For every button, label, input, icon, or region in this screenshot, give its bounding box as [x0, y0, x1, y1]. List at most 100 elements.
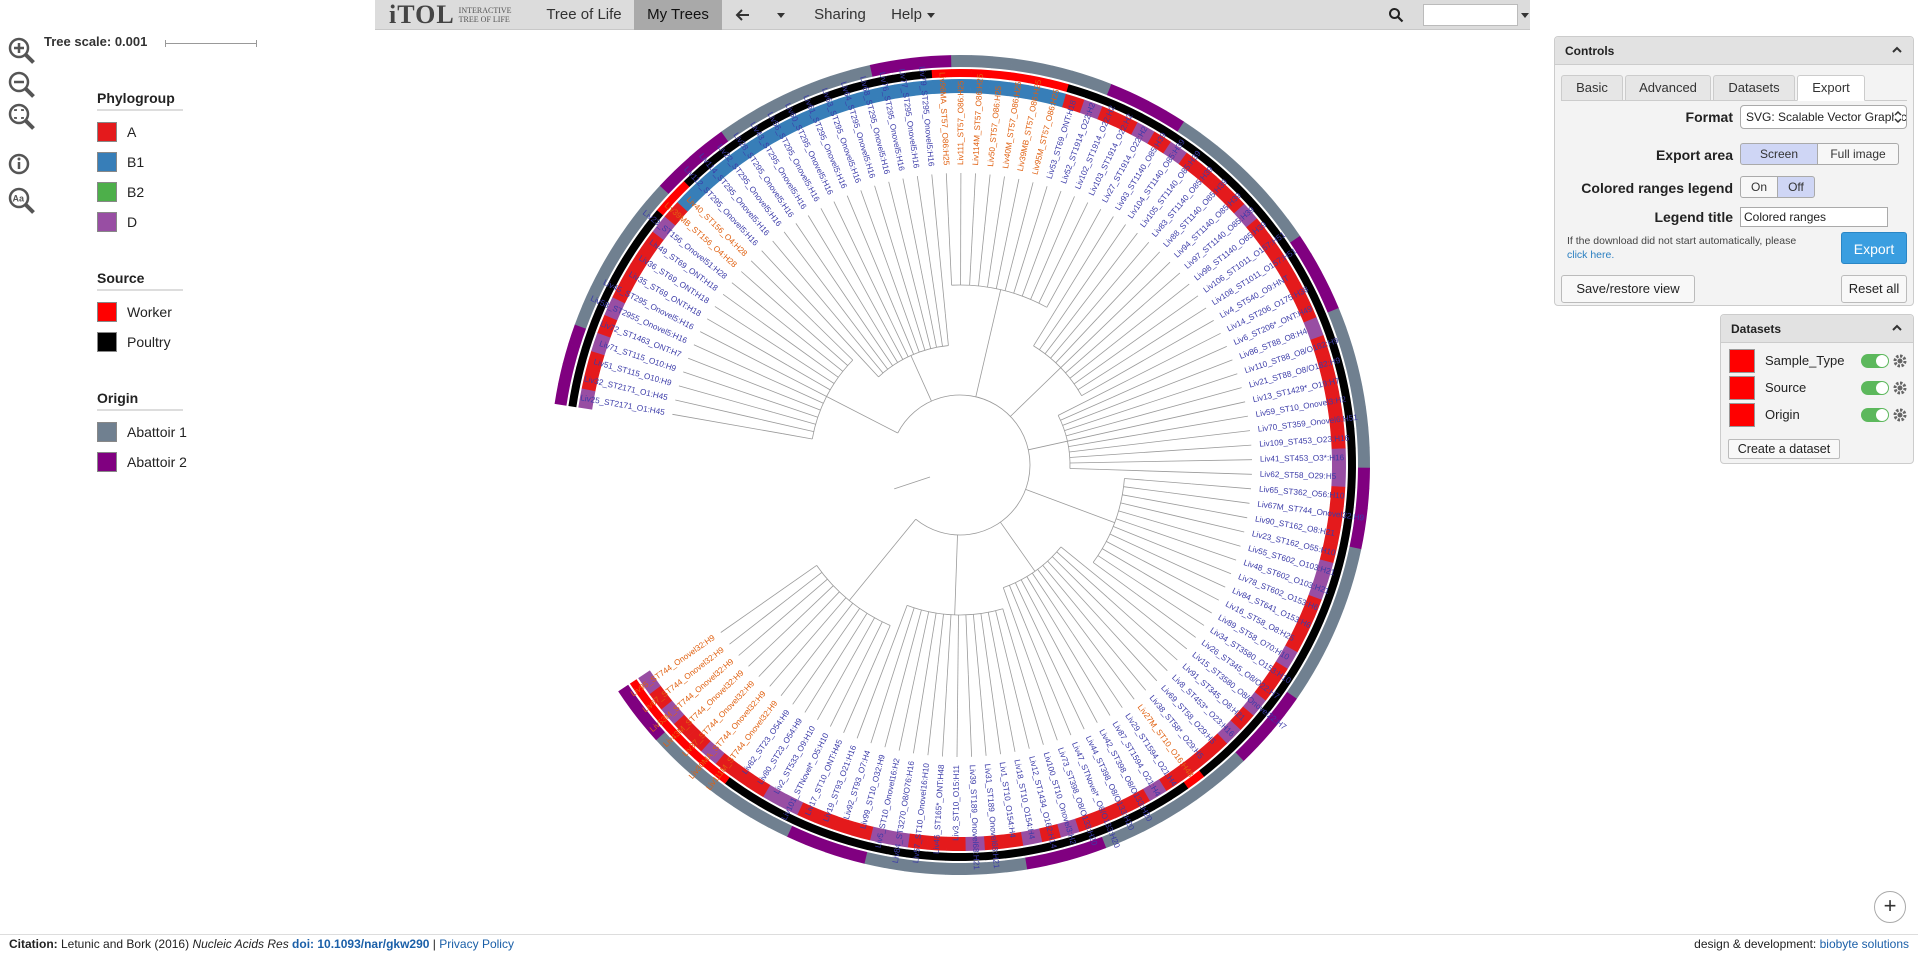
branch	[769, 654, 798, 687]
format-select[interactable]: SVG: Scalable Vector Graphics	[1740, 105, 1907, 129]
ring-segment	[1347, 447, 1356, 469]
gear-icon[interactable]	[1891, 406, 1909, 424]
ring-segment	[965, 836, 985, 851]
ring-segment	[604, 297, 626, 321]
branch	[1014, 582, 1043, 641]
leaf-label[interactable]: Liv39_ST189_Onovel68:H21	[968, 765, 981, 871]
gear-icon[interactable]	[1891, 352, 1909, 370]
export-button[interactable]: Export	[1841, 232, 1907, 264]
tab-advanced[interactable]: Advanced	[1625, 75, 1711, 101]
branch	[920, 270, 937, 348]
gear-icon[interactable]	[1891, 379, 1909, 397]
nav-my-trees[interactable]: My Trees	[634, 0, 722, 30]
leaf-label[interactable]: Liv41_ST453_O3*:H16	[1260, 453, 1345, 463]
legend-source[interactable]: Source Worker Poultry	[97, 270, 183, 357]
doi-link[interactable]: doi: 10.1093/nar/gkw290	[292, 937, 430, 951]
plus-button[interactable]: +	[1874, 891, 1906, 923]
legend-origin[interactable]: Origin Abattoir 1 Abattoir 2	[97, 390, 187, 477]
chevron-up-icon[interactable]	[1889, 42, 1905, 58]
legend-item: Worker	[97, 297, 183, 327]
zoom-out-icon[interactable]	[7, 70, 37, 100]
controls-header[interactable]: Controls	[1555, 37, 1913, 65]
dataset-visibility-toggle[interactable]	[1861, 381, 1889, 395]
branch	[772, 240, 840, 322]
tab-datasets[interactable]: Datasets	[1713, 75, 1795, 101]
chevron-up-icon[interactable]	[1889, 320, 1905, 336]
branch	[916, 176, 935, 292]
save-restore-view-button[interactable]: Save/restore view	[1561, 275, 1695, 303]
zoom-fit-icon[interactable]	[7, 102, 37, 132]
branch	[1047, 560, 1104, 622]
search-input[interactable]	[1423, 4, 1518, 26]
ring-segment	[741, 788, 763, 806]
info-icon[interactable]	[7, 152, 37, 182]
leaf-label[interactable]: Liv62_ST58_O29:H5	[1260, 470, 1337, 481]
ring-segment	[991, 56, 1013, 71]
tab-export[interactable]: Export	[1797, 75, 1865, 101]
citation: Citation: Letunic and Bork (2016) Nuclei…	[9, 935, 514, 954]
circular-phylogenetic-tree[interactable]: Liv25_ST2171_O1:H45Liv32_ST2171_O1:H45Li…	[480, 20, 1440, 940]
click-here-link[interactable]: click here.	[1567, 249, 1615, 261]
dataset-color-swatch[interactable]	[1729, 349, 1755, 373]
back-button[interactable]	[723, 0, 763, 30]
ring-segment	[1278, 265, 1301, 290]
dataset-row: Source	[1729, 376, 1909, 400]
reset-all-button[interactable]: Reset all	[1841, 275, 1907, 303]
branch	[720, 610, 752, 633]
dataset-visibility-toggle[interactable]	[1861, 408, 1889, 422]
ring-segment	[713, 142, 735, 162]
datasets-header[interactable]: Datasets	[1721, 315, 1913, 343]
ring-segment	[721, 119, 745, 142]
ring-segment	[618, 684, 640, 709]
biobyte-link[interactable]: biobyte solutions	[1819, 937, 1909, 951]
ring-segment	[767, 120, 792, 143]
search-button[interactable]	[1381, 0, 1411, 30]
ring-segment	[1088, 76, 1112, 96]
leaf-label[interactable]: Liv3_ST10_O15:H11	[951, 765, 961, 841]
colored-ranges-on-button[interactable]: On	[1740, 176, 1778, 198]
export-area-full-button[interactable]: Full image	[1817, 143, 1899, 165]
ring-segment	[1203, 156, 1224, 176]
branch	[688, 357, 767, 390]
export-area-screen-button[interactable]: Screen	[1740, 143, 1818, 165]
legend-title-input[interactable]: Colored ranges	[1740, 207, 1888, 227]
branch	[678, 385, 774, 413]
ring-segment	[568, 386, 580, 408]
colored-ranges-off-button[interactable]: Off	[1777, 176, 1815, 198]
tab-basic[interactable]: Basic	[1561, 75, 1623, 101]
nav-help[interactable]: Help	[883, 0, 943, 30]
branch	[995, 216, 1012, 289]
leaf-label[interactable]: Liv96MA_ST57_O86:H25	[937, 72, 950, 166]
ring-segment	[951, 69, 972, 78]
legend-phylogroup[interactable]: Phylogroup A B1 B2 D	[97, 90, 183, 237]
nav-sharing[interactable]: Sharing	[805, 0, 875, 30]
ring-segment	[578, 388, 596, 410]
create-dataset-button[interactable]: Create a dataset	[1728, 439, 1840, 459]
dataset-color-swatch[interactable]	[1729, 403, 1755, 427]
branch	[1115, 518, 1185, 543]
dataset-visibility-toggle[interactable]	[1861, 354, 1889, 368]
branch	[902, 178, 922, 271]
leaf-label[interactable]: Liv111_ST57_O86:H25	[956, 80, 965, 165]
search-dropdown[interactable]	[1518, 0, 1532, 30]
zoom-in-icon[interactable]	[7, 36, 37, 66]
leaf-label[interactable]: Liv50_ST57_O86:H25	[986, 85, 1003, 167]
ring-segment	[1119, 820, 1144, 841]
ring-segment	[970, 79, 991, 95]
privacy-policy-link[interactable]: Privacy Policy	[439, 937, 514, 951]
controls-title: Controls	[1565, 44, 1615, 58]
leaf-label[interactable]: Liv1_ST10_O154:H4	[998, 761, 1018, 838]
ring-segment	[792, 82, 816, 102]
controls-tabs: Basic Advanced Datasets Export	[1561, 73, 1907, 101]
branch	[807, 215, 868, 313]
nav-tree-of-life[interactable]: Tree of Life	[537, 0, 631, 30]
branch	[1021, 234, 1046, 297]
dataset-color-swatch[interactable]	[1729, 376, 1755, 400]
legend-item: D	[97, 207, 183, 237]
ring-segment	[642, 716, 665, 741]
logo-subtitle: Interactive Tree Of Life	[459, 6, 512, 24]
history-dropdown[interactable]	[765, 0, 791, 30]
ring-segment	[779, 793, 804, 816]
itol-logo[interactable]: iTOL Interactive Tree Of Life	[389, 0, 512, 29]
font-size-icon[interactable]: Aa	[7, 186, 37, 216]
